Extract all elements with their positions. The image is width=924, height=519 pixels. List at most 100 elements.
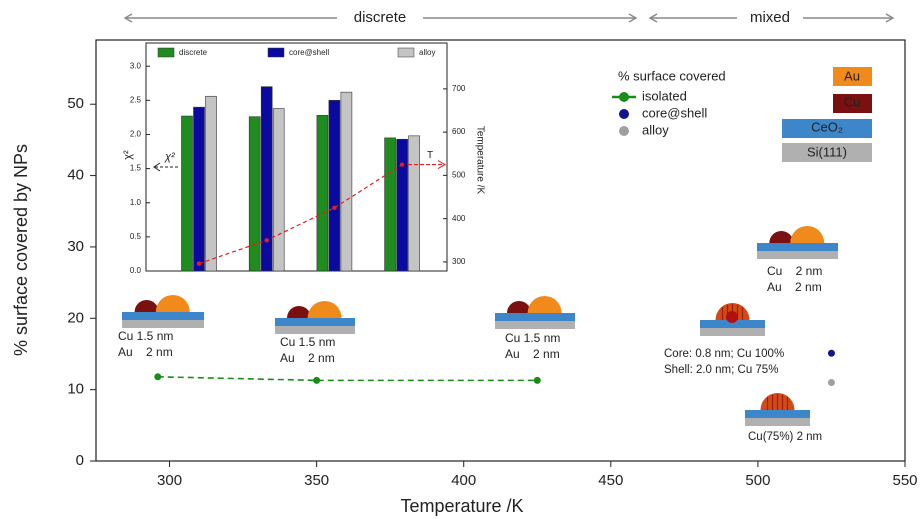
particle <box>307 301 342 318</box>
data-point <box>827 379 835 387</box>
annotation: Cu <box>844 94 861 109</box>
substrate-top <box>700 320 765 328</box>
legend-swatch <box>267 47 285 58</box>
y-tick-label: 0 <box>76 452 84 469</box>
temperature-point <box>399 162 405 167</box>
legend-label: alloy <box>642 122 669 137</box>
annotation: Au 2 nm <box>505 347 560 361</box>
y-tick-label: 1.0 <box>130 198 142 207</box>
y2-tick-label: 500 <box>452 170 466 179</box>
substrate-bottom <box>122 320 204 328</box>
legend-marker <box>619 126 629 136</box>
substrate-top <box>495 313 575 321</box>
annotation: Au 2 nm <box>280 351 335 365</box>
legend-title: % surface covered <box>618 68 726 83</box>
legend-label: core@shell <box>289 48 329 57</box>
temperature-line <box>198 164 403 265</box>
particle <box>287 306 311 318</box>
substrate-top <box>275 318 355 326</box>
y-axis-title: % surface covered by NPs <box>11 144 31 356</box>
bar <box>260 86 273 272</box>
y-tick-label: 1.5 <box>130 164 142 173</box>
layer-box <box>782 143 872 162</box>
label-bg <box>337 8 423 28</box>
temperature-point <box>332 205 337 211</box>
data-point <box>154 373 162 381</box>
annotation: Cu 1.5 nm <box>505 331 560 345</box>
data-point <box>827 349 835 357</box>
annotation: Au 2 nm <box>767 280 822 294</box>
x-tick-label: 300 <box>157 472 182 489</box>
bar <box>408 135 420 272</box>
y2-axis-title: Temperature /K <box>474 126 485 195</box>
particle <box>134 300 159 312</box>
x-tick-label: 550 <box>892 472 917 489</box>
bar <box>316 115 329 272</box>
bar <box>340 91 353 272</box>
core <box>726 311 738 323</box>
bar <box>384 137 396 272</box>
data-point <box>313 376 321 384</box>
annotation: Cu 1.5 nm <box>118 329 173 343</box>
x-tick-label: 400 <box>451 472 476 489</box>
y-tick-label: 3.0 <box>130 61 142 70</box>
y-axis-title: χ² <box>122 150 134 160</box>
bar <box>181 115 193 272</box>
temperature-point <box>196 261 202 266</box>
bar <box>205 95 217 272</box>
y-tick-label: 30 <box>67 238 84 255</box>
substrate-bottom <box>745 418 810 426</box>
substrate-bottom <box>275 326 355 334</box>
arrow-head <box>153 162 161 172</box>
particle <box>769 231 794 243</box>
y2-tick-label: 700 <box>452 84 466 93</box>
x-tick-label: 350 <box>304 472 329 489</box>
plot-frame <box>95 39 906 462</box>
arrow-head <box>648 13 895 23</box>
substrate-top <box>757 243 838 251</box>
series-line <box>157 376 538 382</box>
legend-swatch <box>157 47 175 58</box>
annotation: Cu 1.5 nm <box>280 335 335 349</box>
legend-label: isolated <box>642 88 687 103</box>
inset: 0.0 0.5 1.0 1.5 2.0 2.5 3.0 300 400 500 600 700 χ² Te… <box>122 42 485 275</box>
layer-box <box>833 94 872 113</box>
particle <box>527 296 562 313</box>
x-tick-label: 500 <box>745 472 770 489</box>
bar <box>193 106 205 272</box>
bar <box>328 100 341 272</box>
y-tick-label: 10 <box>67 381 84 398</box>
annotation: mixed <box>750 9 790 26</box>
layer-box <box>782 119 872 138</box>
y-tick-label: 0.0 <box>130 266 142 275</box>
annotation: discrete <box>354 9 407 26</box>
y-tick-label: 2.5 <box>130 95 142 104</box>
temperature-point <box>264 238 269 243</box>
annotation: χ² <box>164 151 175 163</box>
bar <box>396 138 408 272</box>
annotation: CeO₂ <box>811 119 843 134</box>
data-point <box>533 376 541 384</box>
arrow-head <box>123 13 638 23</box>
bar <box>272 108 285 272</box>
bar <box>248 116 261 272</box>
substrate-bottom <box>495 321 575 329</box>
annotation: Au <box>844 68 860 83</box>
label-bg <box>737 8 803 28</box>
substrate-bottom <box>757 251 838 259</box>
substrate-bottom <box>700 328 765 336</box>
x-tick-label: 450 <box>598 472 623 489</box>
y-tick-label: 20 <box>67 309 84 326</box>
y-tick-label: 40 <box>67 167 84 184</box>
substrate-top <box>745 410 810 418</box>
annotation: Core: 0.8 nm; Cu 100% <box>664 348 784 360</box>
y2-tick-label: 600 <box>452 127 466 136</box>
legend-label: alloy <box>419 48 435 57</box>
x-axis-title: Temperature /K <box>400 496 523 516</box>
particle <box>155 295 190 312</box>
y2-tick-label: 300 <box>452 257 466 266</box>
layer-box <box>833 67 872 86</box>
legend-label: core@shell <box>642 105 707 120</box>
substrate-top <box>122 312 204 320</box>
